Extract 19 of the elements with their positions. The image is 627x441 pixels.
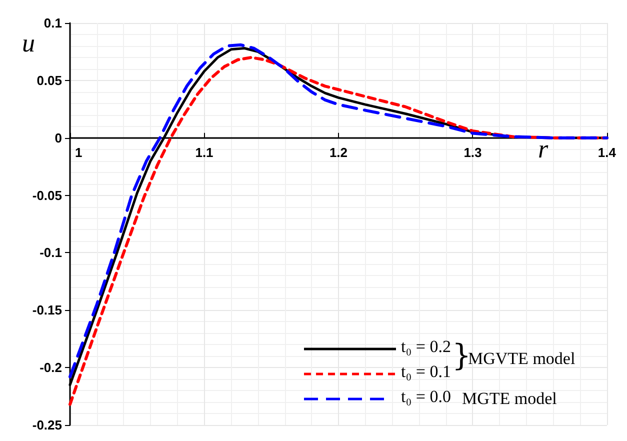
annotation: MGTE model	[462, 389, 558, 408]
y-tick-label: 0.05	[36, 72, 62, 88]
legend-label: t₀ = 0.1	[401, 362, 451, 381]
y-tick-label: -0.15	[32, 302, 62, 318]
y-tick-label: -0.1	[40, 245, 62, 260]
y-tick-label: -0.25	[32, 418, 62, 432]
x-tick-label: 1	[75, 144, 82, 160]
x-tick-label: 1.4	[598, 144, 617, 160]
legend-label: t₀ = 0.0	[401, 387, 451, 406]
x-axis-title: r	[538, 134, 549, 164]
x-tick-label: 1.3	[464, 144, 482, 160]
x-tick-label: 1.2	[329, 144, 348, 160]
y-tick-label: 0	[54, 130, 62, 146]
y-tick-label: -0.2	[40, 360, 62, 376]
y-tick-label: 0.1	[44, 16, 62, 30]
x-tick-label: 1.1	[195, 144, 214, 160]
y-axis-title: u	[22, 28, 35, 58]
legend-label: t₀ = 0.2	[401, 337, 451, 356]
y-tick-label: -0.05	[32, 188, 62, 203]
